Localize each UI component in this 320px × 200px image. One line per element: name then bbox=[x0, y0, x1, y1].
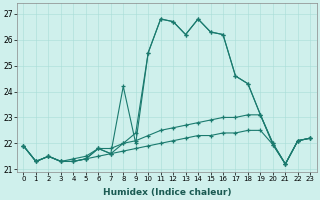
X-axis label: Humidex (Indice chaleur): Humidex (Indice chaleur) bbox=[103, 188, 231, 197]
